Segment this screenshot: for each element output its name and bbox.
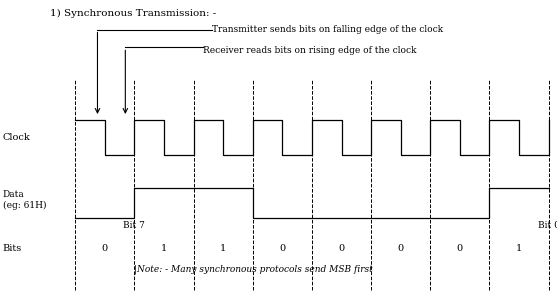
Text: 1: 1	[220, 244, 226, 253]
Text: |Note: - Many synchronous protocols send MSB first: |Note: - Many synchronous protocols send…	[134, 265, 373, 274]
Text: Data
(eg: 61H): Data (eg: 61H)	[3, 190, 46, 210]
Text: 1) Synchronous Transmission: -: 1) Synchronous Transmission: -	[50, 9, 216, 18]
Text: 1: 1	[516, 244, 522, 253]
Text: Bit 7: Bit 7	[124, 221, 145, 229]
Text: 0: 0	[457, 244, 463, 253]
Text: Receiver reads bits on rising edge of the clock: Receiver reads bits on rising edge of th…	[203, 46, 417, 55]
Text: 0: 0	[339, 244, 345, 253]
Text: 0: 0	[398, 244, 404, 253]
Text: Bits: Bits	[3, 244, 22, 253]
Text: Clock: Clock	[3, 133, 31, 142]
Text: Bit 0: Bit 0	[538, 221, 557, 229]
Text: 0: 0	[102, 244, 108, 253]
Text: 1: 1	[161, 244, 167, 253]
Text: 0: 0	[279, 244, 285, 253]
Text: Transmitter sends bits on falling edge of the clock: Transmitter sends bits on falling edge o…	[212, 25, 443, 34]
